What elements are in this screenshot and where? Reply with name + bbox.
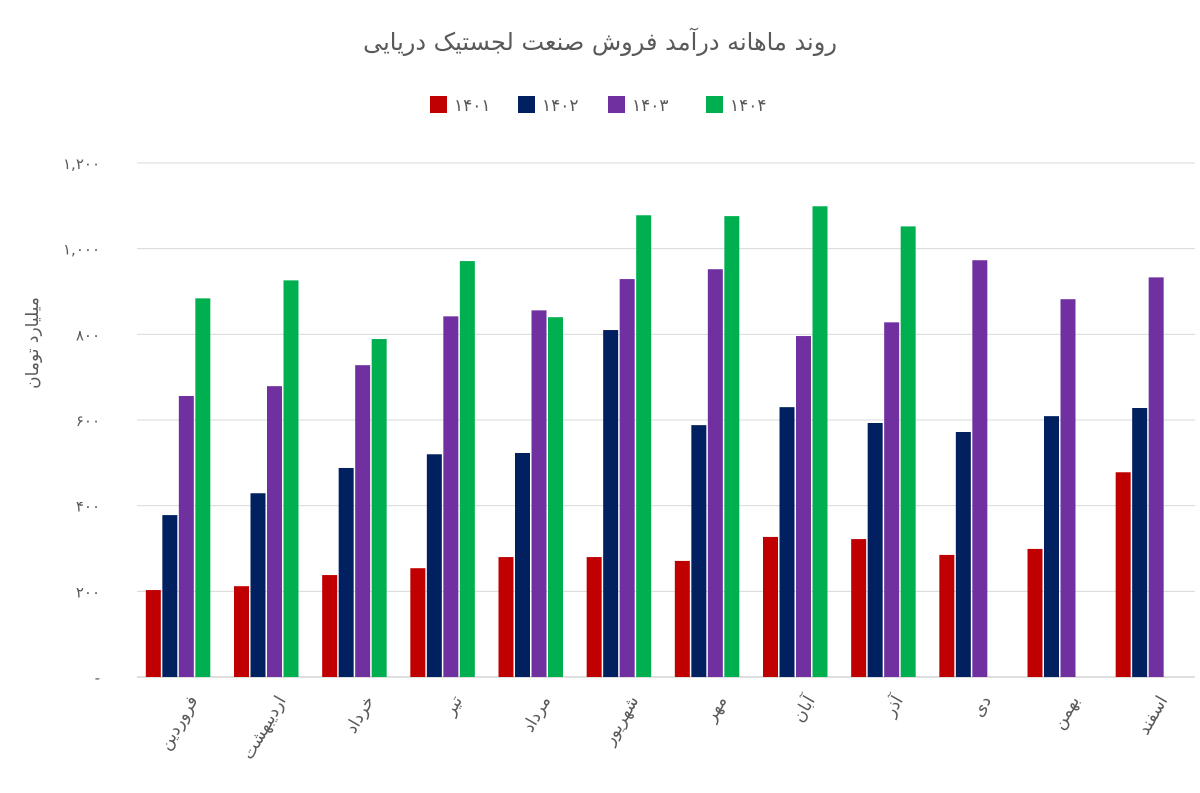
bar (1132, 408, 1148, 677)
bar (867, 422, 883, 677)
y-axis-label: میلیارد تومان (23, 297, 43, 389)
bar (851, 539, 867, 677)
bar (603, 330, 619, 677)
bar (145, 590, 161, 677)
bar (410, 568, 426, 677)
bar (1060, 299, 1076, 677)
bar (162, 515, 178, 677)
bar (779, 407, 795, 677)
bar (178, 396, 194, 677)
bar (371, 339, 387, 677)
bar (707, 269, 723, 677)
legend-swatch (518, 96, 535, 113)
x-tick-label: آبان (787, 690, 820, 726)
bar (674, 560, 690, 677)
bar (355, 365, 371, 677)
bar (636, 215, 652, 678)
legend-label: ۱۴۰۲ (542, 96, 579, 116)
y-axis-ticks: - ۲۰۰ ۴۰۰ ۶۰۰ ۸۰۰ ۱,۰۰۰ ۱,۲۰۰ (63, 155, 100, 687)
x-tick-label: مهر (700, 693, 731, 727)
bar (724, 216, 740, 677)
y-tick-label: ۴۰۰ (76, 498, 100, 516)
x-tick-label: شهریور (599, 693, 643, 750)
bar (195, 298, 211, 677)
bar (498, 557, 514, 677)
y-tick-label: ۶۰۰ (76, 412, 100, 430)
bar (459, 261, 475, 677)
bar (267, 386, 282, 677)
chart-title: روند ماهانه درآمد فروش صنعت لجستیک دریای… (363, 27, 837, 56)
x-axis-ticks: فروردین اردیبهشت خرداد تیر مرداد شهریور مهر آبا… (156, 690, 1173, 763)
bar (338, 467, 354, 677)
bar (426, 454, 442, 677)
bar (972, 260, 988, 677)
bar (1115, 472, 1131, 677)
bar (796, 336, 811, 677)
y-tick-label: - (95, 669, 100, 687)
x-tick-label: آذر (878, 690, 908, 721)
legend-swatch (706, 96, 723, 113)
x-tick-label: تیر (439, 692, 467, 720)
x-tick-label: اردیبهشت (238, 693, 290, 764)
bar (939, 554, 955, 677)
legend-label: ۱۴۰۴ (730, 96, 767, 116)
x-tick-label: دی (968, 693, 996, 721)
legend-label: ۱۴۰۳ (632, 96, 669, 116)
bar (1027, 548, 1043, 677)
bar (586, 557, 602, 677)
bar (531, 310, 547, 677)
legend: ۱۴۰۱ ۱۴۰۲ ۱۴۰۳ ۱۴۰۴ (430, 96, 767, 116)
legend-swatch (608, 96, 625, 113)
y-tick-label: ۲۰۰ (76, 583, 100, 601)
x-tick-label: اسفند (1134, 693, 1172, 739)
bar (812, 206, 828, 678)
legend-swatch (430, 96, 447, 113)
bar (691, 425, 707, 677)
bar (443, 316, 459, 677)
y-tick-label: ۸۰۰ (76, 326, 100, 344)
bar (283, 280, 299, 677)
bars (145, 206, 1164, 678)
bar (250, 493, 266, 677)
x-tick-label: بهمن (1049, 693, 1084, 734)
bar (515, 452, 530, 677)
legend-label: ۱۴۰۱ (454, 96, 491, 116)
bar (1044, 416, 1059, 677)
bar (322, 575, 338, 677)
y-tick-label: ۱,۲۰۰ (63, 155, 100, 173)
gridlines (137, 162, 1195, 678)
bar (955, 431, 971, 677)
x-tick-label: مرداد (519, 693, 556, 736)
bar (619, 279, 635, 677)
y-tick-label: ۱,۰۰۰ (63, 241, 100, 259)
bar (884, 322, 900, 677)
x-tick-label: فروردین (156, 693, 203, 754)
bar (900, 226, 916, 678)
bar (1148, 277, 1164, 677)
bar (234, 586, 249, 677)
x-tick-label: خرداد (342, 693, 379, 737)
bar (548, 317, 563, 677)
bar (763, 536, 778, 677)
